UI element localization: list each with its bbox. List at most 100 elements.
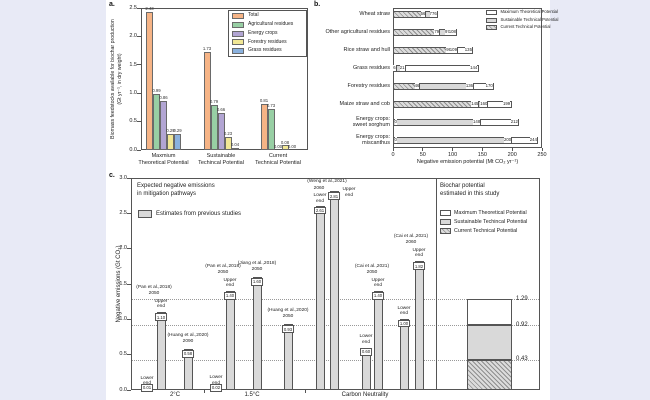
legend-swatch-gray [486,17,497,23]
y-axis-label: Biomass feedstocks available for biochar… [110,19,116,139]
annotation-text: (Pan et al.,2018) [136,285,172,291]
level-label: 0.43 [516,356,528,363]
legend-label: Sustainable Technical Potential [500,16,559,22]
bar [146,11,153,150]
bar-value-label: 170 [485,83,493,89]
bar-value-label: 0.79 [209,99,219,105]
bar-value-label: 200 [504,137,512,143]
bar-value-label: 0.04 [230,141,240,147]
bar [231,147,239,150]
bar-value-label: 97 [445,29,450,35]
annotation-text: end [225,283,234,289]
group-label: 2°C [169,392,181,398]
bar-current [393,46,452,54]
bar-value-label: 135 [464,47,472,53]
annotation-text: Lower [313,192,327,198]
bar [260,103,268,150]
y-tick-label: 2.5 [119,210,127,217]
x-tick-label: 50 [419,151,426,158]
annotation-text: (Huang et al.,2020) [167,333,209,338]
annotation-text: Upper [223,277,237,283]
legend-label: Current Technical Potential [454,227,518,234]
legend-swatch-gray [138,210,152,218]
legend-swatch [232,48,244,55]
y-tick [137,92,141,94]
category-label: Energy crops: [356,134,390,140]
y-axis-label: Negative emissions (Gt CO₂) [116,245,122,323]
y-tick [127,354,131,356]
annotation-text: 2050 [148,291,160,297]
legend-swatch-white [440,210,451,216]
annotation-text: 2050 [282,314,294,320]
annotation-text: Upper [371,277,385,283]
legend-label: Maximum Theoretical Potential [454,209,527,216]
bar [329,191,339,390]
y-tick [127,212,131,214]
bar-current [393,100,480,108]
panel-b-plot-frame [393,8,542,148]
bar-maximum [393,64,479,72]
x-tick [511,148,513,151]
bar-value-label: 144 [470,65,478,71]
category-label: sweet sorghum [352,122,390,128]
bar [283,324,293,390]
annotation-text: Lower [397,305,411,311]
bar [414,261,424,390]
bar [217,112,225,150]
annotation-title: in mitigation pathways [137,191,197,197]
group-label: 1.5°C [244,392,260,398]
legend-swatch [232,30,244,37]
y-tick [137,149,141,151]
x-tick [204,390,205,393]
this-study-title: estimated in this study [440,191,500,197]
y-tick-label: 1.0 [119,316,127,323]
x-category-label: Technical Potential [255,160,301,166]
bar-value-label: 6 [393,65,396,71]
annotation-text: 2060 [313,185,325,191]
bar-value-box: 2.81 [328,192,340,201]
bar-value-label: 0.00 [287,144,297,150]
x-category-label: Theoretical Potential [138,160,189,166]
bar-value-label: 0.73 [266,102,276,108]
legend-label: Total [248,12,259,19]
bar-value-box: 0.01 [141,384,153,392]
annotation-text: end [156,304,165,310]
annotation-text: (Jiang et al.,2018) [237,260,277,266]
bar-value-box: 0.93 [282,325,294,333]
legend-swatch [232,13,244,19]
bar-sustainable [393,136,513,144]
bar [267,108,275,150]
panel-b-label: b. [314,1,321,8]
bar [315,205,325,390]
annotation-title: Expected negative emissions [137,183,215,189]
category-label: Forestry residues [347,83,391,89]
annotation-text: 2050 [366,270,378,276]
x-tick-label: 250 [537,151,547,158]
legend-swatch-hatch [440,228,451,234]
bar-value-label: 0 [394,137,397,143]
bar-current [393,28,441,36]
annotation-text: end [120,381,174,387]
bar-value-label: 108 [448,29,456,35]
x-tick [305,390,306,393]
level-label: 1.29 [516,295,528,302]
bar [153,93,160,150]
x-tick [481,148,483,151]
bar-value-box: 2.61 [314,206,326,215]
bar-value-box: 1.60 [251,277,263,286]
bar [203,51,211,150]
x-tick-label: 100 [448,151,458,158]
y-tick [127,248,131,250]
bar [156,312,166,390]
annotation-text: Lower [209,375,223,381]
bar-value-label: 0.81 [259,98,269,104]
legend-label: Grass residues [248,47,282,54]
legend-swatch-gray [440,219,451,225]
bar-value-label: 145 [471,101,479,107]
bar-value-label: 0 [394,119,397,125]
annotation-text: end [189,381,243,387]
annotation-text: end [344,193,353,198]
bar-value-label: 212 [510,119,518,125]
legend-label: Energy crops [248,29,278,36]
